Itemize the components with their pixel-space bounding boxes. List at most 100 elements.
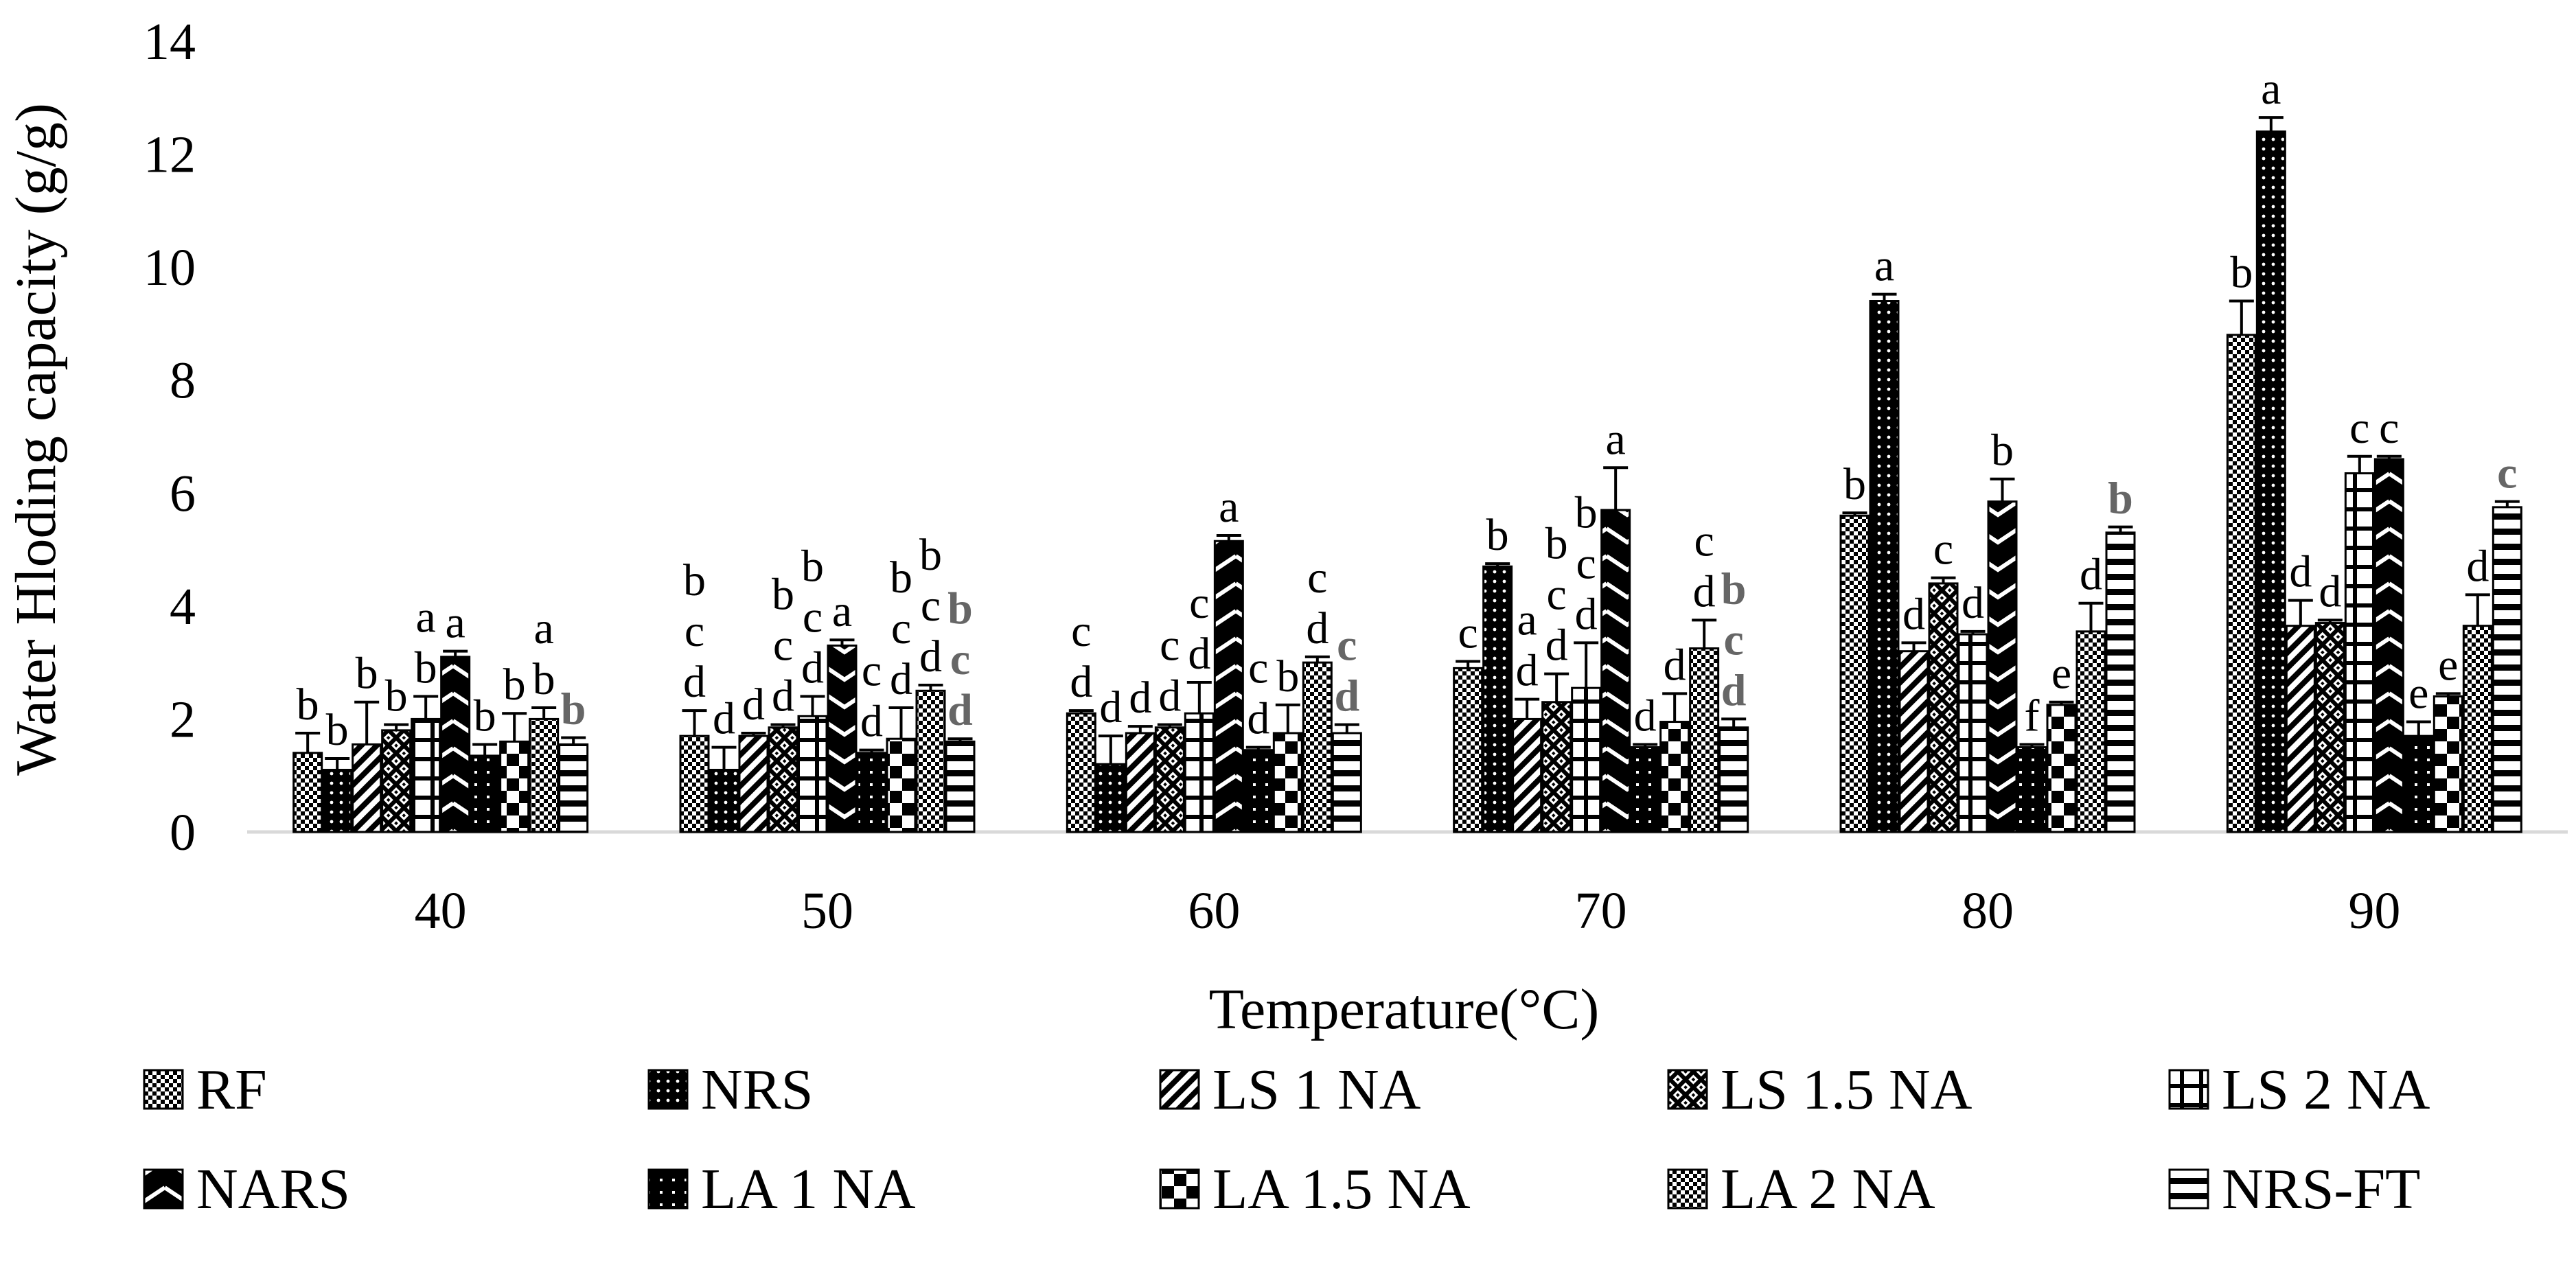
significance-letter: a: [1517, 595, 1537, 645]
significance-letter: b: [415, 643, 437, 693]
significance-letter: a: [1219, 482, 1239, 532]
y-axis-ticks: 0 2 4 6 8 10 12 14: [143, 13, 196, 861]
bar: [1600, 509, 1631, 833]
significance-letter: e: [2438, 640, 2458, 690]
bar: [529, 717, 560, 833]
bar: [2373, 458, 2404, 833]
significance-letter: c: [1160, 621, 1180, 671]
legend-item: LA 1.5 NA: [1159, 1157, 1471, 1221]
legend-label: RF: [196, 1058, 267, 1122]
bar: [1659, 721, 1690, 833]
significance-letter: c: [1933, 524, 1953, 575]
bar: [1095, 763, 1126, 833]
bar: [915, 689, 946, 833]
significance-letter: b: [474, 691, 496, 741]
y-tick-label: 14: [143, 13, 196, 71]
bar: [1571, 686, 1602, 833]
y-tick-label: 6: [170, 465, 196, 522]
bar: [1272, 732, 1303, 833]
significance-letter: d: [2319, 566, 2341, 616]
significance-letter: d: [919, 632, 942, 682]
significance-letter: b: [1991, 426, 2014, 476]
legend-label: LS 2 NA: [2222, 1058, 2430, 1122]
x-tick-label: 70: [1575, 882, 1627, 940]
significance-letter: d: [1129, 673, 1151, 723]
legend-swatch: [1667, 1069, 1708, 1110]
significance-letter: d: [890, 654, 912, 704]
significance-letter: d: [860, 697, 883, 747]
significance-letter: d: [1693, 566, 1716, 616]
significance-letter: d: [1721, 665, 1747, 715]
legend-swatch: [647, 1168, 689, 1210]
significance-letter: c: [803, 592, 823, 643]
significance-letter: d: [947, 685, 973, 735]
legend-item: LS 1.5 NA: [1667, 1058, 1973, 1122]
legend-label: NRS: [701, 1058, 813, 1122]
bar: [797, 715, 828, 833]
bar: [470, 754, 501, 833]
bar: [440, 656, 471, 833]
y-tick-label: 10: [143, 239, 196, 297]
bar: [1898, 650, 1929, 833]
significance-letter: d: [2466, 541, 2489, 591]
significance-letter: b: [772, 570, 794, 620]
significance-letter: b: [1575, 487, 1598, 537]
significance-letter: a: [416, 592, 436, 643]
significance-letter: c: [1694, 516, 1714, 566]
bar: [1512, 717, 1543, 833]
significance-letter: a: [1874, 241, 1894, 291]
significance-letter: f: [2025, 691, 2040, 741]
bar: [1541, 701, 1572, 833]
significance-letter: b: [356, 649, 378, 699]
significance-letter: b: [947, 583, 973, 634]
bar: [2462, 625, 2493, 833]
significance-letter: d: [1962, 578, 1984, 628]
significance-letter: b: [385, 671, 408, 721]
y-tick-label: 0: [170, 804, 196, 861]
significance-letter: c: [1576, 538, 1596, 588]
legend-swatch: [647, 1069, 689, 1110]
significance-letter: b: [2230, 248, 2253, 298]
bar: [2285, 625, 2316, 833]
legend-item: LA 1 NA: [647, 1157, 916, 1221]
significance-letter: c: [685, 606, 704, 656]
bar: [709, 768, 739, 833]
significance-letter: d: [1306, 603, 1329, 653]
x-tick-label: 50: [801, 882, 853, 940]
y-tick-label: 2: [170, 691, 196, 748]
significance-letter: e: [2051, 649, 2071, 699]
bar: [1302, 661, 1333, 833]
legend-item: RF: [143, 1058, 267, 1122]
bar: [738, 734, 769, 833]
bar: [2046, 704, 2077, 833]
bar: [679, 734, 710, 833]
bar: [1482, 565, 1513, 833]
legend-swatch: [1159, 1168, 1200, 1210]
bar: [827, 644, 858, 833]
significance-letter: d: [1099, 682, 1122, 732]
significance-letter: c: [862, 646, 882, 696]
significance-letter: d: [801, 643, 824, 693]
significance-letter: b: [683, 555, 706, 605]
significance-letter: b: [1486, 510, 1509, 560]
bar: [558, 743, 589, 833]
y-axis-label: Water Hloding capacity (g/g): [4, 103, 68, 776]
significance-letter: b: [2108, 474, 2133, 524]
bar: [411, 717, 441, 833]
significance-letter: e: [2408, 669, 2428, 719]
significance-letter: b: [919, 530, 942, 580]
bar: [2314, 622, 2345, 833]
significance-letter: c: [1337, 621, 1357, 671]
significance-letter: b: [890, 553, 912, 603]
legend-item: LA 2 NA: [1667, 1157, 1935, 1221]
significance-letter: d: [2289, 547, 2312, 597]
legend-swatch: [1159, 1069, 1200, 1110]
significance-letter: b: [1721, 564, 1747, 614]
legend: RF NRS LS 1 NA LS 1.5 NA LS 2 NA NARS LA 1 NA L…: [143, 1058, 2430, 1221]
